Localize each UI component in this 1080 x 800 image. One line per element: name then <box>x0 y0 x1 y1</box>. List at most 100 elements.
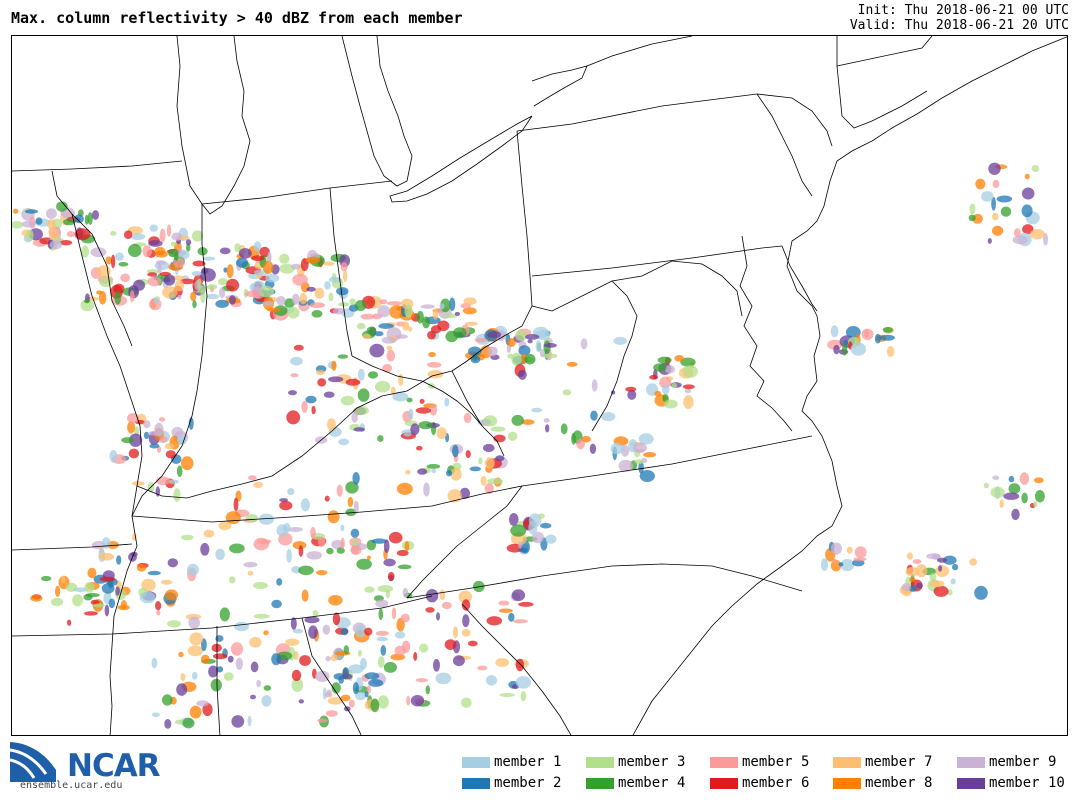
legend-item: member 2 <box>462 773 561 793</box>
legend-label: member 10 <box>989 775 1065 791</box>
reflectivity-cell <box>996 195 1013 203</box>
reflectivity-cell <box>128 448 140 459</box>
ncar-logo-text: NCAR <box>67 748 161 784</box>
reflectivity-cell <box>164 443 175 450</box>
reflectivity-cell <box>262 301 274 306</box>
reflectivity-cell <box>163 274 176 286</box>
state-border-line <box>836 36 933 67</box>
reflectivity-cell <box>929 573 937 581</box>
reflectivity-cell <box>385 590 390 599</box>
reflectivity-cell <box>291 669 302 682</box>
reflectivity-cell <box>383 558 396 567</box>
state-border-line <box>516 93 758 132</box>
lake-erie-shoreline <box>389 115 533 203</box>
reflectivity-cell <box>879 334 895 341</box>
reflectivity-cell <box>151 657 158 669</box>
reflectivity-cell <box>452 655 465 667</box>
state-border-line <box>201 187 331 205</box>
reflectivity-cell <box>35 217 43 225</box>
reflectivity-cell <box>124 230 133 239</box>
reflectivity-cell <box>219 607 230 622</box>
reflectivity-cell <box>415 407 432 414</box>
state-border-line <box>531 260 743 317</box>
reflectivity-cell <box>377 435 384 442</box>
reflectivity-cell <box>394 631 406 639</box>
reflectivity-cell <box>381 336 397 344</box>
reflectivity-cell <box>185 239 192 246</box>
reflectivity-cell <box>331 360 337 371</box>
reflectivity-cell <box>357 388 370 402</box>
reflectivity-cell <box>480 475 487 486</box>
reflectivity-cell <box>459 487 471 499</box>
reflectivity-cell <box>139 591 156 604</box>
reflectivity-cell <box>173 488 181 502</box>
reflectivity-cell <box>397 564 412 570</box>
reflectivity-cell <box>238 248 252 259</box>
reflectivity-cell <box>992 475 1000 480</box>
reflectivity-cell <box>218 278 228 286</box>
reflectivity-cell <box>99 576 116 582</box>
reflectivity-cell <box>461 697 472 708</box>
reflectivity-cell <box>49 240 63 250</box>
reflectivity-cell <box>288 527 303 532</box>
reflectivity-cell <box>394 645 406 656</box>
reflectivity-cell <box>311 310 323 318</box>
reflectivity-cell <box>386 349 396 362</box>
reflectivity-cell <box>431 468 437 474</box>
reflectivity-cell <box>24 209 39 214</box>
reflectivity-cell <box>226 264 234 279</box>
reflectivity-cell <box>912 559 922 564</box>
reflectivity-cell <box>259 246 270 258</box>
reflectivity-cell <box>291 678 304 692</box>
reflectivity-cell <box>309 302 326 309</box>
state-border-line <box>329 187 353 357</box>
legend-swatch <box>462 777 490 789</box>
reflectivity-cell <box>518 345 531 356</box>
reflectivity-cell <box>545 424 550 433</box>
state-border-line <box>329 180 393 189</box>
reflectivity-cell <box>527 339 533 344</box>
reflectivity-cell <box>1008 483 1021 494</box>
reflectivity-cell <box>1034 490 1045 503</box>
reflectivity-cell <box>882 326 894 333</box>
reflectivity-cell <box>539 348 545 358</box>
reflectivity-cell <box>352 472 360 485</box>
reflectivity-cell <box>916 582 923 589</box>
reflectivity-cell <box>250 694 256 700</box>
reflectivity-cell <box>233 497 239 512</box>
reflectivity-cell <box>377 656 385 668</box>
reflectivity-cell <box>317 536 326 548</box>
reflectivity-cell <box>345 508 357 517</box>
reflectivity-cell <box>286 548 292 563</box>
legend-swatch <box>833 777 861 789</box>
reflectivity-cell <box>337 302 350 307</box>
reflectivity-cell <box>408 326 413 332</box>
reflectivity-cell <box>353 500 359 514</box>
reflectivity-cell <box>189 632 204 646</box>
reflectivity-cell <box>121 437 135 444</box>
reflectivity-cell <box>327 418 336 431</box>
reflectivity-cell <box>1042 233 1049 246</box>
reflectivity-cell <box>545 534 557 544</box>
reflectivity-cell <box>571 432 576 445</box>
reflectivity-cell <box>328 376 344 383</box>
reflectivity-cell <box>55 585 61 598</box>
reflectivity-cell <box>317 718 328 723</box>
reflectivity-cell <box>215 548 225 560</box>
reflectivity-cell <box>65 582 78 593</box>
reflectivity-cell <box>348 699 355 708</box>
reflectivity-cell <box>298 699 304 704</box>
reflectivity-cell <box>98 291 107 305</box>
reflectivity-cell <box>625 386 637 392</box>
reflectivity-cell <box>197 278 202 291</box>
init-time: Init: Thu 2018-06-21 00 UTC <box>857 3 1069 18</box>
reflectivity-cell <box>176 465 183 478</box>
legend-swatch <box>710 777 738 789</box>
legend-label: member 6 <box>742 775 810 791</box>
reflectivity-cell <box>387 571 395 581</box>
reflectivity-cell <box>566 361 578 367</box>
reflectivity-cell <box>419 643 429 653</box>
reflectivity-cell <box>540 522 552 529</box>
reflectivity-cell <box>74 228 91 241</box>
reflectivity-cell <box>446 470 452 477</box>
